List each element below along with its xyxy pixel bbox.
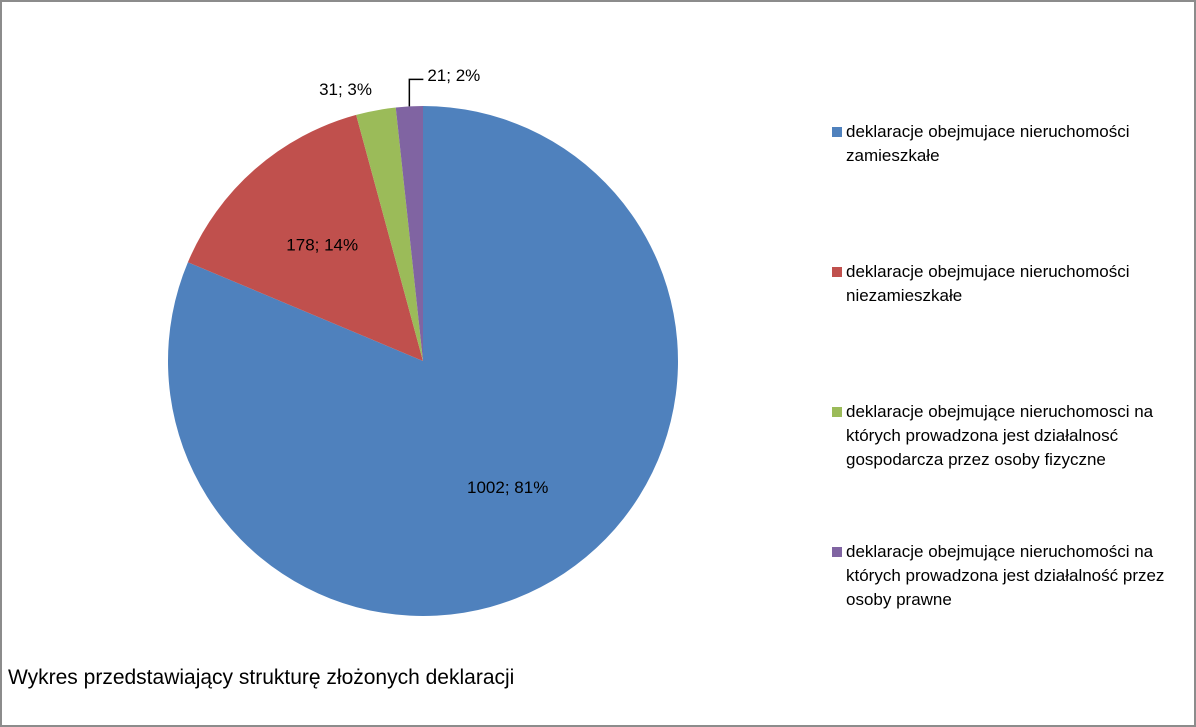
- legend-label: deklaracje obejmujace nieruchomości niez…: [846, 262, 1130, 305]
- data-label: 1002; 81%: [467, 478, 548, 497]
- pie-slice: [356, 107, 423, 361]
- legend-swatch: [832, 407, 842, 417]
- legend-swatch: [832, 267, 842, 277]
- legend-swatch: [832, 547, 842, 557]
- leader-line: [408, 78, 424, 107]
- data-label: 31; 3%: [319, 80, 372, 99]
- pie-slice: [187, 114, 423, 361]
- legend-label: deklaracje obejmujace nieruchomości zami…: [846, 122, 1130, 165]
- data-label: 178; 14%: [286, 235, 358, 254]
- pie-slice: [395, 106, 423, 361]
- data-label: 21; 2%: [427, 66, 480, 85]
- legend-label: deklaracje obejmujące nieruchomości na k…: [846, 542, 1165, 609]
- legend-swatch: [832, 127, 842, 137]
- legend-label: deklaracje obejmujące nieruchomosci na k…: [846, 402, 1154, 469]
- caption: Wykres przedstawiający strukturę złożony…: [8, 666, 515, 689]
